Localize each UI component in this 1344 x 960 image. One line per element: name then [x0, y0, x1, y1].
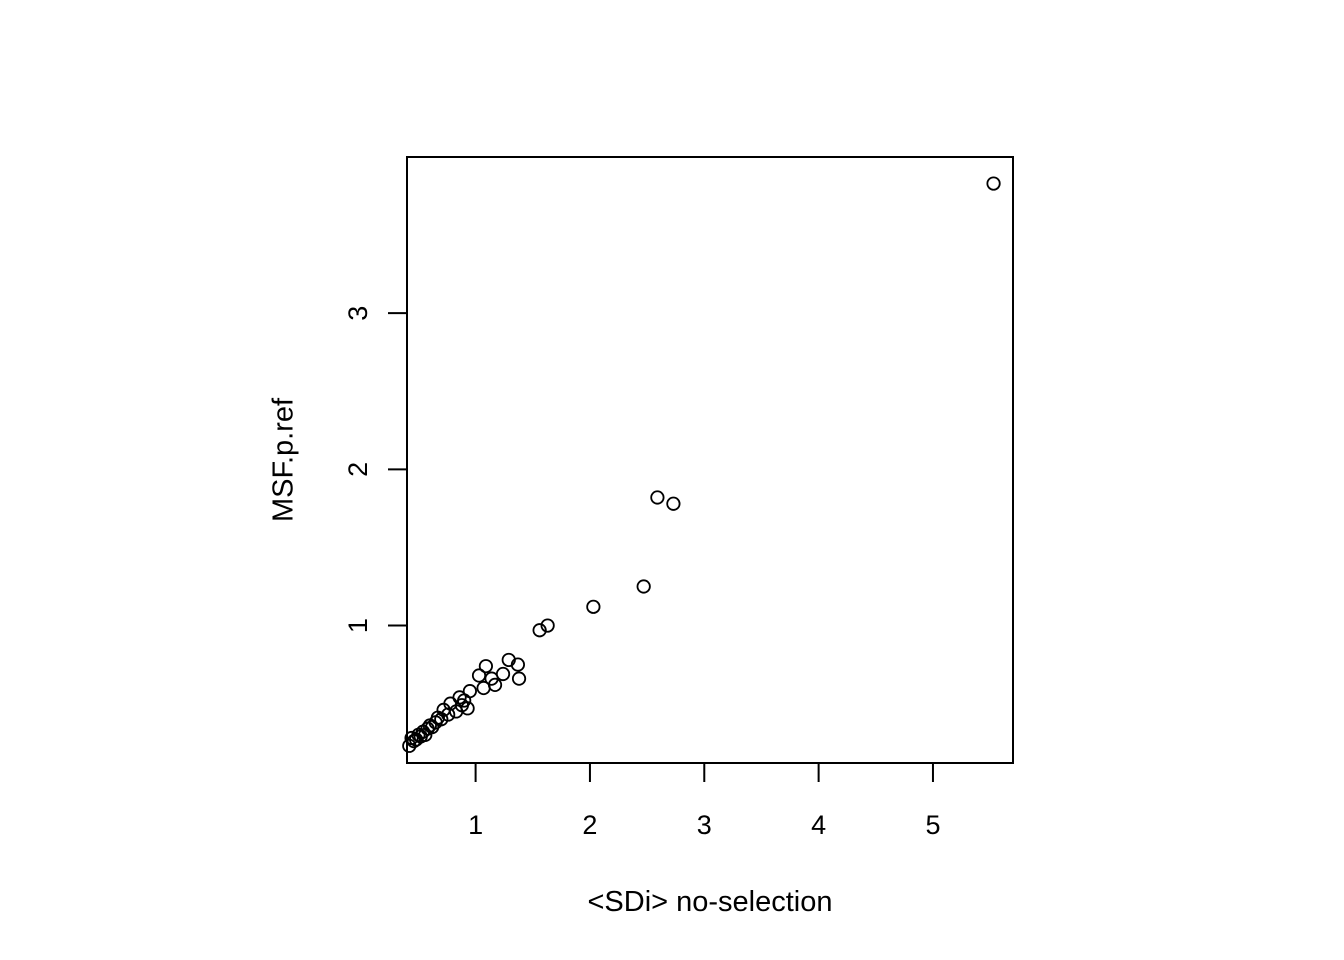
- data-point: [471, 668, 487, 683]
- y-tick-label: 2: [343, 462, 373, 477]
- data-point: [511, 671, 527, 686]
- data-point: [487, 677, 503, 693]
- data-point: [478, 659, 493, 674]
- y-axis-label: MSF.p.ref: [268, 397, 300, 522]
- data-point: [986, 176, 1001, 191]
- data-point: [510, 657, 526, 672]
- data-point: [532, 623, 547, 638]
- y-tick-label: 1: [343, 618, 373, 633]
- x-tick-label: 1: [468, 810, 483, 840]
- data-point: [636, 579, 651, 594]
- x-tick-label: 4: [811, 810, 826, 840]
- points-layer: [402, 176, 1001, 753]
- y-tick-label: 3: [343, 306, 373, 321]
- data-point: [462, 684, 477, 699]
- x-tick-label: 2: [582, 810, 597, 840]
- y-axis: 1 2 3: [343, 306, 408, 633]
- data-point: [540, 618, 555, 633]
- data-point: [650, 490, 665, 505]
- x-axis: 1 2 3 4 5: [468, 762, 940, 840]
- data-point: [586, 599, 601, 614]
- data-point: [441, 707, 456, 722]
- x-tick-label: 3: [697, 810, 712, 840]
- x-axis-label: <SDi> no-selection: [587, 886, 832, 918]
- data-point: [666, 496, 681, 511]
- x-tick-label: 5: [925, 810, 940, 840]
- data-point: [460, 701, 475, 716]
- data-point: [495, 666, 511, 682]
